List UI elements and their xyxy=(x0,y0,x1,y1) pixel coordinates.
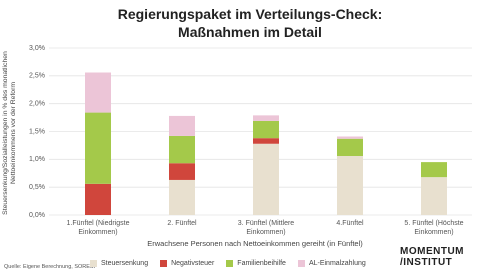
x-tick-label: 3. Fünftel (Mittlere Einkommen) xyxy=(237,220,295,236)
legend-label: Familienbeihilfe xyxy=(237,260,286,267)
bar-segment xyxy=(421,162,447,178)
x-tick-label: 1.Fünftel (Niedrigste Einkommen) xyxy=(66,220,130,236)
legend-label: AL-Einmalzahlung xyxy=(308,260,366,267)
y-tick-label: 2,5% xyxy=(29,73,45,80)
y-tick-label: 1,0% xyxy=(29,156,45,163)
bar-segment xyxy=(337,138,363,156)
bar-segment xyxy=(337,155,363,215)
bar-segment xyxy=(253,115,279,121)
y-tick-label: 2,0% xyxy=(29,101,45,108)
legend-swatch xyxy=(90,260,97,267)
legend-label: Negativsteuer xyxy=(171,260,215,267)
bar-segment xyxy=(169,163,195,180)
x-tick-label: 2. Fünftel xyxy=(167,220,197,227)
legend-swatch xyxy=(297,260,305,267)
source: Quelle: Eigene Berechnung, SORESI xyxy=(4,264,96,270)
chart-title: Regierungspaket im Verteilungs-Check: Ma… xyxy=(117,6,383,40)
bar-segment xyxy=(253,120,279,139)
y-tick-label: 1,5% xyxy=(29,128,45,135)
bar-segment xyxy=(337,136,363,139)
bar-segment xyxy=(85,72,111,113)
x-tick-label: 5. Fünftel (Höchste Einkommen) xyxy=(404,220,464,236)
bar-segment xyxy=(421,177,447,215)
y-axis-title: Steuersenkung/Sozialleistungen in % des … xyxy=(2,51,17,215)
x-tick-label: 4.Fünftel xyxy=(336,220,364,227)
legend-swatch xyxy=(226,260,234,267)
legend-item: Familienbeihilfe xyxy=(226,260,286,267)
bar-segment xyxy=(169,179,195,215)
y-tick-label: 0,5% xyxy=(29,184,45,191)
bar-segment xyxy=(169,115,195,136)
x-axis-title: Erwachsene Personen nach Nettoeinkommen … xyxy=(147,239,363,248)
legend: Steuersenkung Negativsteuer Familienbeihil… xyxy=(90,260,366,267)
legend-swatch xyxy=(160,260,168,267)
bar-segment xyxy=(169,135,195,164)
legend-item: Negativsteuer xyxy=(160,260,214,267)
logo: MOMENTUM /INSTITUT xyxy=(400,246,464,268)
y-tick-label: 0,0% xyxy=(29,212,45,219)
legend-item: AL-Einmalzahlung xyxy=(297,260,366,267)
y-tick-label: 3,0% xyxy=(29,45,45,52)
bar-segment xyxy=(85,112,111,184)
legend-item: Steuersenkung xyxy=(90,260,148,267)
bar-segment xyxy=(253,138,279,144)
bar-segment xyxy=(85,183,111,215)
legend-label: Steuersenkung xyxy=(101,260,149,267)
bar-segment xyxy=(253,143,279,215)
